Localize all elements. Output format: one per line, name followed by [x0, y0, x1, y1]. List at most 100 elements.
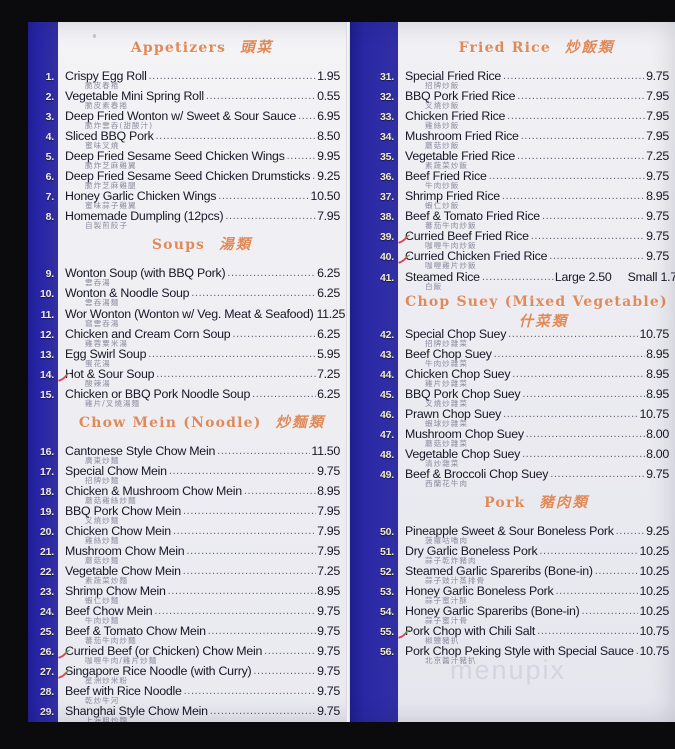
- item-number: 37.: [380, 191, 394, 204]
- menu-item[interactable]: Homemade Dumpling (12pcs)...............…: [65, 209, 340, 229]
- menu-item[interactable]: Deep Fried Sesame Seed Chicken Drumstick…: [65, 169, 340, 189]
- item-price: 9.75: [646, 69, 669, 83]
- item-price: 7.95: [317, 544, 340, 558]
- item-number: 51.: [380, 546, 394, 558]
- menu-item[interactable]: Chicken Chow Mein.......................…: [65, 524, 340, 544]
- menu-item[interactable]: BBQ Pork Chow Mein......................…: [65, 504, 340, 524]
- menu-item[interactable]: BBQ Pork Fried Rice.....................…: [405, 89, 669, 109]
- menu-item[interactable]: Pineapple Sweet & Sour Boneless Pork....…: [405, 524, 669, 544]
- menu-item[interactable]: Special Fried Rice......................…: [405, 69, 669, 89]
- menu-item[interactable]: Vegetable Mini Spring Roll..............…: [65, 89, 340, 109]
- menu-item[interactable]: Curried Beef Fried Rice.................…: [398, 229, 669, 249]
- menu-item[interactable]: Vegetable Fried Rice....................…: [405, 149, 669, 169]
- menu-item[interactable]: Deep Fried Sesame Seed Chicken Wings....…: [65, 149, 340, 169]
- section-title-zh: 什菜類: [518, 313, 569, 330]
- menu-column-left: 1. 2. 3. 4. 5. 6. 7. 8. 9. 10. 11. 12. 13. 14. 15. 16. 1…: [28, 22, 346, 722]
- menu-item[interactable]: Chicken Fried Rice......................…: [405, 109, 669, 129]
- leader-dots: ........................................…: [298, 110, 317, 123]
- item-number: 55.: [380, 626, 394, 639]
- menu-item[interactable]: Hot & Sour Soup.........................…: [58, 367, 340, 387]
- item-line: Honey Garlic Chicken Wings..............…: [65, 189, 340, 203]
- menu-item[interactable]: Honey Garlic Boneless Pork..............…: [405, 584, 669, 604]
- menu-item[interactable]: Pork Chop Peking Style with Special Sauc…: [405, 644, 669, 664]
- item-name: Egg Swirl Soup: [65, 346, 147, 361]
- menu-item[interactable]: Wonton & Noodle Soup....................…: [65, 286, 340, 306]
- menu-item[interactable]: Chicken or BBQ Pork Noodle Soup.........…: [65, 387, 340, 407]
- item-name-zh: 蜜味叉燒: [85, 141, 120, 151]
- item-number: 5.: [45, 151, 55, 164]
- menu-item[interactable]: Shanghai Style Chow Mein................…: [65, 704, 340, 722]
- item-name: Sliced BBQ Pork: [65, 129, 154, 144]
- menu-item[interactable]: Deep Fried Wonton w/ Sweet & Sour Sauce.…: [65, 109, 340, 129]
- menu-item[interactable]: Beef & Tomato Chow Mein.................…: [65, 624, 340, 644]
- menu-item[interactable]: Chicken & Mushroom Chow Mein............…: [65, 484, 340, 504]
- menu-item[interactable]: Dry Garlic Boneless Pork................…: [405, 544, 669, 564]
- item-name: Chicken Fried Rice: [405, 109, 506, 124]
- menu-item[interactable]: Honey Garlic Chicken Wings..............…: [65, 189, 340, 209]
- item-number: 16.: [40, 445, 54, 458]
- item-name-zh: 廣東炒麵: [85, 455, 120, 465]
- menu-item[interactable]: Chicken and Cream Corn Soup.............…: [65, 327, 340, 347]
- menu-item[interactable]: Cantonese Style Chow Mein...............…: [65, 444, 340, 464]
- item-name-zh: 上海粗炒麵: [85, 716, 128, 722]
- item-name: Pork Chop Peking Style with Special Sauc…: [405, 644, 634, 659]
- menu-item[interactable]: Wor Wonton (Wonton w/ Veg. Meat & Seafoo…: [65, 307, 345, 327]
- item-name-zh: 西蘭花牛肉: [425, 478, 468, 488]
- menu-item[interactable]: Curried Beef (or Chicken) Chow Mein.....…: [58, 644, 340, 664]
- menu-item[interactable]: Mushroom Chow Mein......................…: [65, 544, 340, 564]
- item-line: Mushroom Chow Mein......................…: [65, 544, 340, 558]
- item-name: Vegetable Chop Suey: [405, 446, 521, 461]
- item-name: Beef Fried Rice: [405, 169, 487, 184]
- item-price: 6.95: [317, 109, 340, 124]
- menu-item[interactable]: Chicken Chop Suey.......................…: [405, 367, 669, 387]
- menu-item[interactable]: Shrimp Chow Mein........................…: [65, 584, 340, 604]
- leader-dots: ........................................…: [594, 565, 639, 578]
- menu-item[interactable]: Vegetable Chop Suey.....................…: [405, 447, 669, 467]
- menu-item[interactable]: Beef & Tomato Fried Rice................…: [405, 209, 669, 229]
- menu-item[interactable]: BBQ Pork Chop Suey......................…: [405, 387, 669, 407]
- item-price: 8.95: [646, 346, 669, 361]
- menu-item[interactable]: Honey Garlic Spareribs (Bone-in)........…: [405, 604, 669, 624]
- menu-item[interactable]: Mushroom Fried Rice.....................…: [405, 129, 669, 149]
- item-line: Chicken or BBQ Pork Noodle Soup.........…: [65, 387, 340, 401]
- menu-item[interactable]: Vegetable Chow Mein.....................…: [65, 564, 340, 584]
- item-line: Steamed Rice..........................La…: [405, 269, 675, 284]
- menu-item[interactable]: Special Chop Suey.......................…: [405, 327, 669, 347]
- menu-item[interactable]: Beef Fried Rice.........................…: [405, 169, 669, 189]
- item-price: 7.95: [317, 523, 340, 538]
- leader-dots: ........................................…: [503, 70, 646, 82]
- item-line: Curried Chicken Fried Rice..............…: [405, 249, 669, 263]
- menu-item[interactable]: Wonton Soup (with BBQ Pork).............…: [65, 266, 340, 286]
- item-number: 14.: [40, 368, 54, 381]
- menu-item[interactable]: Beef & Broccoli Chop Suey...............…: [405, 467, 669, 487]
- menu-item[interactable]: Singapore Rice Noodle (with Curry)......…: [58, 664, 340, 684]
- menu-item[interactable]: Egg Swirl Soup..........................…: [65, 347, 340, 367]
- item-name: Shrimp Fried Rice: [405, 189, 500, 204]
- menu-item[interactable]: Beef with Rice Noodle...................…: [65, 684, 340, 704]
- section-header: Pork 豬肉類: [398, 491, 675, 512]
- menu-item[interactable]: Sliced BBQ Pork.........................…: [65, 129, 340, 149]
- menu-item[interactable]: Crispy Egg Roll.........................…: [65, 69, 340, 89]
- menu-item[interactable]: Steamed Rice..........................La…: [405, 269, 675, 290]
- item-price: 11.50: [311, 443, 340, 458]
- section-title-en: Chop Suey (Mixed Vegetable): [405, 293, 668, 310]
- leader-dots: ........................................…: [183, 504, 316, 517]
- item-price: 8.95: [646, 366, 669, 381]
- item-name-zh: 自製煎餃子: [85, 221, 128, 231]
- menu-item[interactable]: Curried Chicken Fried Rice..............…: [398, 249, 669, 271]
- menu-item[interactable]: Special Chow Mein.......................…: [65, 464, 340, 484]
- menu-item[interactable]: Shrimp Fried Rice.......................…: [405, 189, 669, 209]
- leader-dots: ........................................…: [503, 407, 639, 420]
- menu-item[interactable]: Steamed Garlic Spareribs (Bone-in)......…: [405, 564, 669, 584]
- menu-item[interactable]: Beef Chow Mein..........................…: [65, 604, 340, 624]
- menu-item[interactable]: Prawn Chop Suey.........................…: [405, 407, 669, 427]
- item-line: Chicken Fried Rice......................…: [405, 109, 669, 123]
- leader-dots: ..........................: [481, 270, 554, 283]
- menu-item[interactable]: Pork Chop with Chili Salt...............…: [398, 624, 669, 644]
- item-name-zh: 蒜子乾炸豬肉: [425, 556, 477, 565]
- item-price-large: Large 2.50: [554, 269, 612, 284]
- menu-item[interactable]: Mushroom Chop Suey......................…: [405, 427, 669, 447]
- item-name: Beef & Tomato Fried Rice: [405, 209, 540, 224]
- menu-item[interactable]: Beef Chop Suey..........................…: [405, 347, 669, 367]
- item-name-zh: 咖喱雞片炒飯: [425, 261, 477, 271]
